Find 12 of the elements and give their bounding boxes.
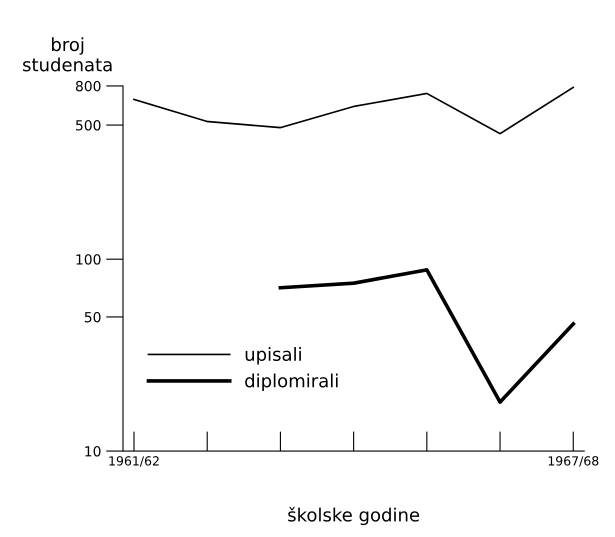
x-axis-title: školske godine [288,506,420,526]
y-axis-title: broj studenata [23,37,112,72]
x-tick-label: 1961/62 [109,456,159,467]
y-tick-label: 10 [85,446,101,457]
y-tick-label: 500 [76,120,101,131]
y-tick-label: 100 [76,254,101,265]
legend-label: upisali [246,347,301,365]
y-tick-label: 50 [84,312,101,322]
x-tick-label: 1967/68 [548,456,598,467]
legend-label: diplomirali [245,374,338,392]
line-series [133,86,574,135]
y-tick-label: 800 [76,80,101,92]
